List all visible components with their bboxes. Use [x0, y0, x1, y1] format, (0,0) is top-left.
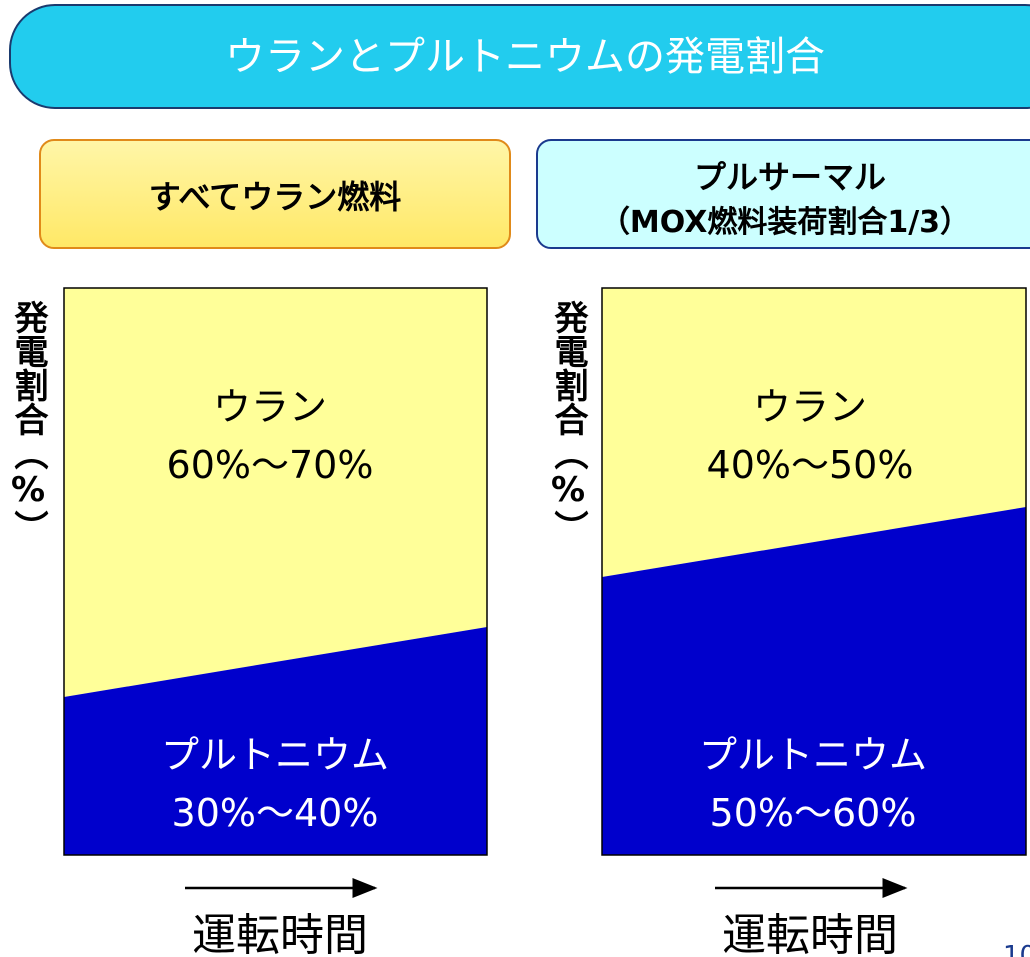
- x-axis-label: 運転時間: [192, 910, 368, 957]
- header-text: （MOX燃料装荷割合1/3）: [600, 205, 970, 240]
- header-text: プルサーマル: [694, 158, 886, 196]
- area-label: 60%～70%: [167, 443, 374, 487]
- area-label: 40%～50%: [707, 443, 914, 487]
- y-axis-label: 発電割合（%）: [548, 300, 588, 544]
- area-label: プルトニウム: [699, 733, 927, 777]
- x-axis-label: 運転時間: [722, 910, 898, 957]
- area-label: 50%～60%: [710, 791, 917, 835]
- title-banner: [9, 4, 1030, 109]
- plutonium-area: [64, 627, 487, 855]
- area-label: 30%～40%: [172, 791, 379, 835]
- chart-frame: [63, 287, 488, 856]
- area-label: ウラン: [753, 385, 867, 429]
- plutonium-area: [602, 507, 1026, 855]
- page-number: 10: [1003, 941, 1030, 957]
- uranium-area: [602, 288, 1026, 577]
- area-label: ウラン: [213, 385, 327, 429]
- y-axis-label: 発電割合（%）: [8, 300, 48, 544]
- header-text: すべてウラン燃料: [149, 178, 401, 216]
- area-label: プルトニウム: [161, 733, 389, 777]
- title: ウランとプルトニウムの発電割合: [225, 34, 825, 80]
- header-box: [39, 139, 511, 249]
- chart-frame: [601, 287, 1027, 856]
- header-box: [536, 139, 1030, 249]
- uranium-area: [64, 288, 487, 697]
